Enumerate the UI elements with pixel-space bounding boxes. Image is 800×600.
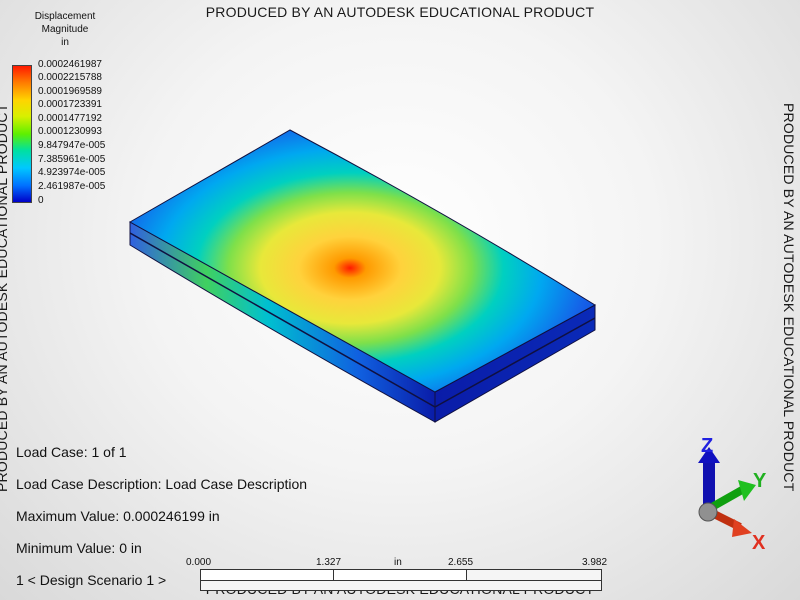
legend-color-bar (12, 65, 32, 203)
orientation-triad[interactable]: Z Y X (690, 435, 800, 565)
legend-title-line1: Displacement (34, 11, 96, 22)
z-axis-label: Z (701, 435, 713, 457)
legend-label: 0 (38, 195, 44, 206)
plate-top-surface (128, 129, 596, 393)
legend-label: 0.0001969589 (38, 86, 102, 97)
design-scenario-label[interactable]: 1 < Design Scenario 1 > (16, 572, 167, 588)
legend-label: 0.0001230993 (38, 126, 102, 137)
plate-front-face (129, 221, 436, 423)
y-axis-shaft (710, 486, 744, 511)
legend-label: 9.847947e-005 (38, 140, 106, 151)
legend-label: 0.0001477192 (38, 113, 102, 124)
scale-bar (200, 569, 602, 591)
watermark-left: PRODUCED BY AN AUTODESK EDUCATIONAL PROD… (0, 103, 10, 493)
scale-bar-midline (201, 580, 601, 581)
x-axis-arrow (732, 519, 752, 537)
scale-bar-segment (334, 570, 467, 580)
legend-label: 7.385961e-005 (38, 154, 106, 165)
watermark-top: PRODUCED BY AN AUTODESK EDUCATIONAL PROD… (205, 4, 595, 20)
legend-label: 2.461987e-005 (38, 181, 106, 192)
legend-title: Displacement Magnitude in (20, 10, 110, 49)
legend-title-line3: in (61, 37, 69, 48)
y-axis-label: Y (753, 470, 767, 492)
scale-tick-label: 2.655 (448, 557, 474, 568)
scale-tick-label: 0.000 (186, 557, 212, 568)
legend-title-line2: Magnitude (41, 24, 89, 35)
scale-tick-label: 3.982 (582, 557, 608, 568)
scale-unit-label: in (394, 557, 402, 568)
load-case-description: Load Case Description: Load Case Descrip… (16, 476, 308, 492)
legend-label: 4.923974e-005 (38, 167, 106, 178)
legend-label: 0.0002461987 (38, 59, 102, 70)
load-case-label: Load Case: 1 of 1 (16, 444, 127, 460)
z-axis-arrow (698, 447, 720, 463)
x-axis-label: X (752, 532, 766, 554)
watermark-right: PRODUCED BY AN AUTODESK EDUCATIONAL PROD… (781, 103, 797, 492)
z-axis-shaft (703, 460, 715, 505)
minimum-value: Minimum Value: 0 in (16, 540, 142, 556)
scale-bar-segment (201, 570, 334, 580)
origin-sphere (698, 502, 718, 522)
y-axis-arrow (738, 480, 756, 501)
scale-tick-label: 1.327 (316, 557, 342, 568)
legend-label: 0.0001723391 (38, 99, 102, 110)
maximum-value: Maximum Value: 0.000246199 in (16, 508, 220, 524)
plate-right-face (434, 304, 596, 423)
legend-label: 0.0002215788 (38, 72, 102, 83)
